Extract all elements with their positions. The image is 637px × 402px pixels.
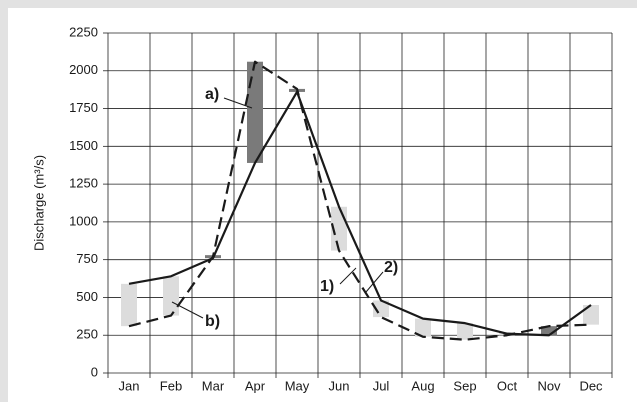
y-tick-label: 0 — [91, 364, 98, 379]
y-tick-label: 1500 — [69, 138, 98, 153]
x-tick-label: Apr — [245, 378, 266, 393]
x-tick-label: Oct — [497, 378, 518, 393]
leader-line — [223, 97, 253, 109]
difference-bar — [583, 305, 599, 325]
leader-line — [171, 301, 204, 319]
y-tick-label: 2000 — [69, 62, 98, 77]
difference-bar — [121, 283, 137, 327]
x-tick-label: Nov — [537, 378, 561, 393]
y-tick-label: 1250 — [69, 176, 98, 191]
series-label: 2) — [384, 259, 398, 276]
y-tick-label: 2250 — [69, 24, 98, 39]
x-tick-label: Sep — [453, 378, 476, 393]
x-tick-label: Mar — [202, 378, 225, 393]
difference-bar — [457, 323, 473, 340]
annotation: b) — [205, 313, 220, 330]
series-line — [128, 90, 592, 337]
x-tick-label: Aug — [411, 378, 434, 393]
x-tick-label: Feb — [160, 378, 182, 393]
x-tick-label: Jan — [119, 378, 140, 393]
difference-bar — [415, 318, 431, 337]
y-axis-label: Discharge (m³/s) — [31, 155, 46, 251]
panel — [8, 8, 637, 402]
x-tick-label: Jun — [329, 378, 350, 393]
difference-bar — [373, 300, 389, 318]
difference-bar — [247, 61, 263, 163]
difference-bar — [163, 276, 179, 316]
x-tick-label: Dec — [579, 378, 603, 393]
y-tick-label: 750 — [76, 251, 98, 266]
x-tick-label: May — [285, 378, 310, 393]
annotation: a) — [205, 86, 219, 103]
y-tick-label: 1000 — [69, 213, 98, 228]
difference-bar — [541, 326, 557, 336]
series-label: 1) — [320, 278, 334, 295]
x-tick-label: Jul — [373, 378, 390, 393]
y-tick-label: 250 — [76, 327, 98, 342]
y-tick-label: 1750 — [69, 100, 98, 115]
leader-line — [339, 267, 357, 285]
leader-line — [365, 271, 384, 293]
y-tick-label: 500 — [76, 289, 98, 304]
